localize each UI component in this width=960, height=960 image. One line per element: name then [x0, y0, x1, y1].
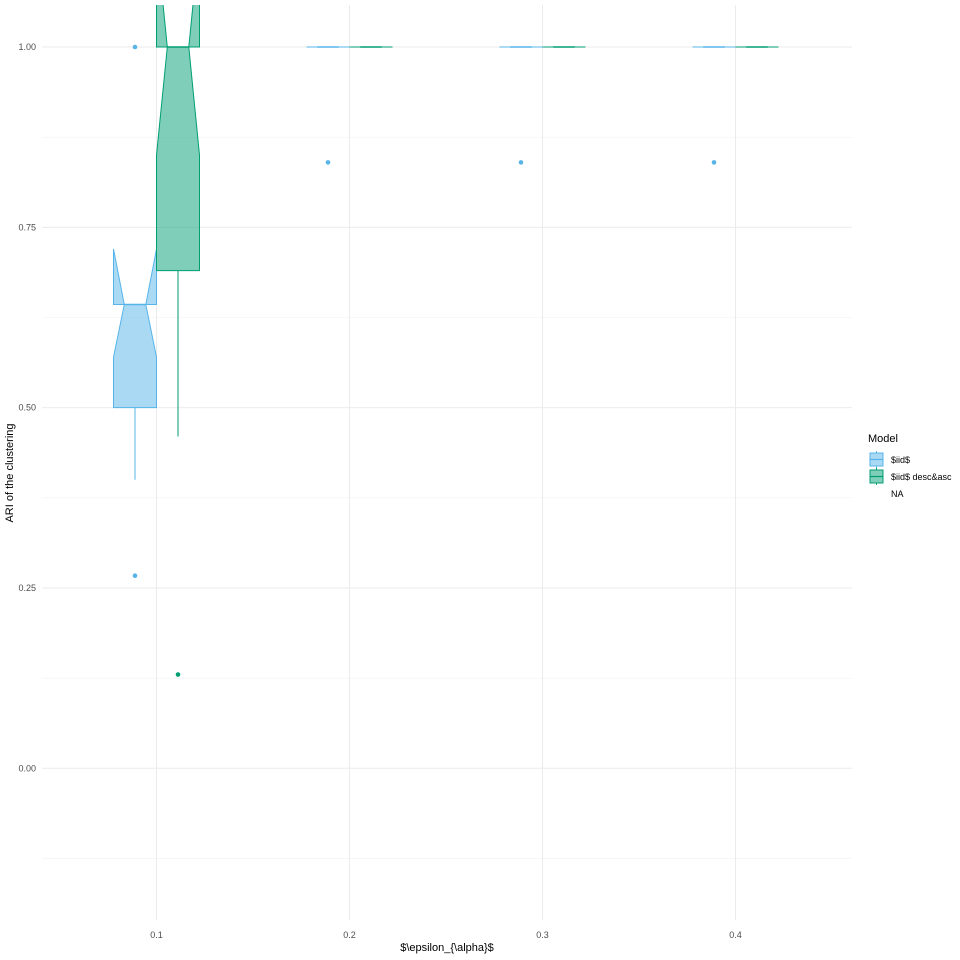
legend-title: Model: [868, 433, 898, 445]
legend: Model $iid$ $iid$ desc&asc NA: [868, 433, 952, 499]
outlier-point: [711, 160, 717, 165]
legend-label: $iid$: [891, 455, 910, 465]
y-tick-label: 0.75: [18, 222, 36, 232]
y-tick-label: 1.00: [18, 42, 36, 52]
x-axis-title: $\epsilon_{\alpha}$: [400, 942, 494, 954]
x-tick-label: 0.1: [150, 930, 163, 940]
outlier-point: [132, 573, 138, 579]
box-body: [113, 248, 157, 409]
legend-label: NA: [891, 489, 904, 499]
outlier-point: [325, 160, 331, 165]
box-plot: [499, 46, 543, 165]
box-plots: [113, 5, 779, 677]
y-tick-label: 0.50: [18, 403, 36, 413]
y-tick-label: 0.00: [18, 763, 36, 773]
legend-label: $iid$ desc&asc: [891, 472, 952, 482]
y-axis-title: ARI of the clustering: [4, 423, 16, 522]
box-plot: [156, 5, 200, 677]
box-body: [156, 5, 200, 272]
box-plot: [113, 44, 157, 579]
x-tick-label: 0.3: [536, 930, 549, 940]
box-plot: [692, 46, 736, 165]
outlier-point: [132, 44, 138, 50]
x-tick-label: 0.4: [729, 930, 742, 940]
y-tick-label: 0.25: [18, 583, 36, 593]
legend-key: [869, 468, 884, 485]
outlier-point: [175, 672, 181, 677]
x-tick-label: 0.2: [343, 930, 356, 940]
y-tick-labels: 0.00 0.25 0.50 0.75 1.00: [18, 42, 36, 773]
box-plot: [306, 46, 350, 165]
legend-key: [869, 451, 884, 468]
outlier-point: [518, 160, 524, 165]
x-tick-labels: 0.1 0.2 0.3 0.4: [150, 930, 742, 940]
